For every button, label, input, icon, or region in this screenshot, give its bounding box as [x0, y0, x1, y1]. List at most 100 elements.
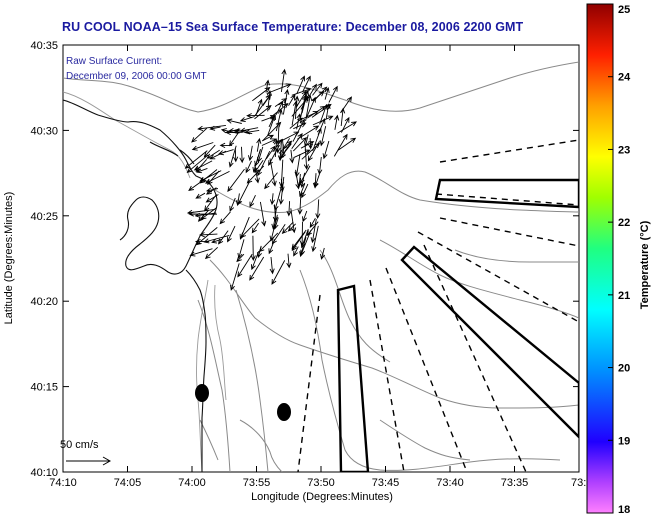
- current-vector-arrow: [257, 151, 271, 177]
- x-axis-label: Longitude (Degrees:Minutes): [251, 491, 393, 503]
- current-vector-arrow: [251, 222, 259, 234]
- sampling-regions: [336, 178, 579, 472]
- colorbar-tick-label: 18: [618, 504, 630, 516]
- current-vector-arrow: [299, 165, 311, 184]
- current-vector-arrow: [281, 221, 294, 235]
- current-vector-arrow: [188, 211, 218, 217]
- current-vector-arrow: [269, 256, 275, 275]
- current-vector-arrow: [199, 232, 218, 238]
- current-vector-arrow: [328, 85, 338, 103]
- current-vector-arrow: [258, 232, 279, 253]
- y-tick-label: 40:15: [30, 382, 58, 394]
- current-vector-arrow: [306, 221, 319, 237]
- current-vector-arrow: [219, 211, 231, 225]
- current-vector-arrow: [249, 256, 265, 281]
- current-vector-arrow: [322, 140, 330, 160]
- current-vector-arrow: [250, 251, 260, 271]
- current-vector-arrow: [269, 214, 278, 242]
- current-vector-arrow: [307, 141, 320, 162]
- current-vector-arrow: [250, 235, 256, 262]
- y-tick-label: 40:35: [30, 40, 58, 52]
- current-vector-arrow: [191, 127, 208, 143]
- current-vector-arrow: [313, 173, 320, 189]
- colorbar-label: Temperature (°C): [639, 220, 651, 309]
- current-vector-arrow: [236, 253, 245, 263]
- current-vector-arrow: [194, 238, 210, 245]
- current-vector-arrow: [237, 253, 253, 278]
- current-vector-arrow: [204, 170, 230, 184]
- current-vector-arrow: [291, 132, 303, 149]
- current-vector-arrow: [340, 107, 346, 127]
- current-vector-arrow: [278, 159, 285, 188]
- current-vector-arrow: [191, 142, 214, 151]
- current-vector-arrow: [324, 87, 330, 100]
- current-vector-arrow: [209, 150, 227, 160]
- current-vector-arrow: [256, 137, 262, 152]
- colorbar: [586, 3, 614, 514]
- buoy-marker: [195, 384, 209, 402]
- current-vector-arrow: [189, 248, 213, 257]
- current-vector-arrow: [297, 125, 320, 140]
- current-vector-arrow: [194, 212, 217, 218]
- current-vector-arrow: [286, 201, 292, 217]
- current-vectors: [184, 68, 357, 291]
- current-vector-arrow: [275, 108, 283, 132]
- current-vector-arrow: [308, 83, 317, 97]
- current-vector-arrow: [340, 116, 350, 133]
- current-vector-arrow: [217, 230, 229, 245]
- coastline: [63, 99, 218, 472]
- current-vector-arrow: [293, 149, 311, 159]
- current-vector-arrow: [219, 142, 233, 149]
- current-vector-arrow: [337, 121, 357, 134]
- current-vector-arrow: [317, 156, 323, 175]
- current-vector-arrow: [184, 150, 208, 169]
- x-tick-label: 73:55: [243, 477, 271, 489]
- current-vector-arrow: [299, 237, 307, 258]
- current-vector-arrow: [282, 88, 290, 115]
- current-vector-arrow: [301, 183, 309, 199]
- y-tick-label: 40:25: [30, 211, 58, 223]
- current-vector-arrow: [264, 172, 278, 190]
- x-tick-label: 73:45: [372, 477, 400, 489]
- y-tick-label: 40:20: [30, 296, 58, 308]
- current-vector-arrow: [249, 195, 256, 208]
- buoy-marker: [277, 403, 291, 421]
- current-vector-arrow: [261, 138, 278, 146]
- current-vector-arrow: [247, 145, 254, 162]
- current-vector-arrow: [280, 68, 287, 92]
- current-vector-arrow: [227, 225, 236, 243]
- current-vector-arrow: [273, 185, 283, 211]
- x-tick-label: 74:10: [49, 477, 77, 489]
- current-vector-arrow: [228, 145, 237, 168]
- current-vector-arrow: [186, 154, 209, 173]
- current-vector-arrow: [259, 201, 267, 227]
- current-vector-arrow: [302, 75, 311, 92]
- current-vector-arrow: [269, 193, 275, 206]
- current-vector-arrow: [302, 210, 308, 223]
- current-vector-arrow: [206, 149, 220, 159]
- colorbar-tick-label: 25: [618, 4, 630, 16]
- colorbar-tick-label: 20: [618, 363, 630, 375]
- current-vector-arrow: [205, 187, 217, 195]
- current-vector-arrow: [297, 174, 303, 188]
- current-vector-arrow: [237, 181, 251, 206]
- current-vector-arrow: [297, 193, 303, 215]
- scale-arrow: [66, 456, 112, 466]
- current-vector-arrow: [309, 217, 316, 228]
- current-vector-arrow: [287, 223, 297, 232]
- current-vector-arrow: [292, 137, 308, 152]
- current-vector-arrow: [294, 154, 301, 178]
- current-vector-arrow: [299, 183, 306, 197]
- x-tick-label: 73:50: [307, 477, 335, 489]
- current-vector-arrow: [291, 87, 312, 96]
- map-title: RU COOL NOAA–15 Sea Surface Temperature:…: [62, 20, 524, 34]
- current-vector-arrow: [271, 207, 278, 230]
- current-vector-arrow: [282, 138, 290, 151]
- current-vector-arrow: [293, 122, 307, 130]
- current-vector-arrow: [307, 138, 314, 150]
- current-vector-arrow: [269, 158, 277, 187]
- y-tick-label: 40:30: [30, 125, 58, 137]
- current-vector-arrow: [245, 160, 252, 174]
- current-vector-arrow: [209, 125, 221, 131]
- current-vector-arrow: [295, 90, 307, 108]
